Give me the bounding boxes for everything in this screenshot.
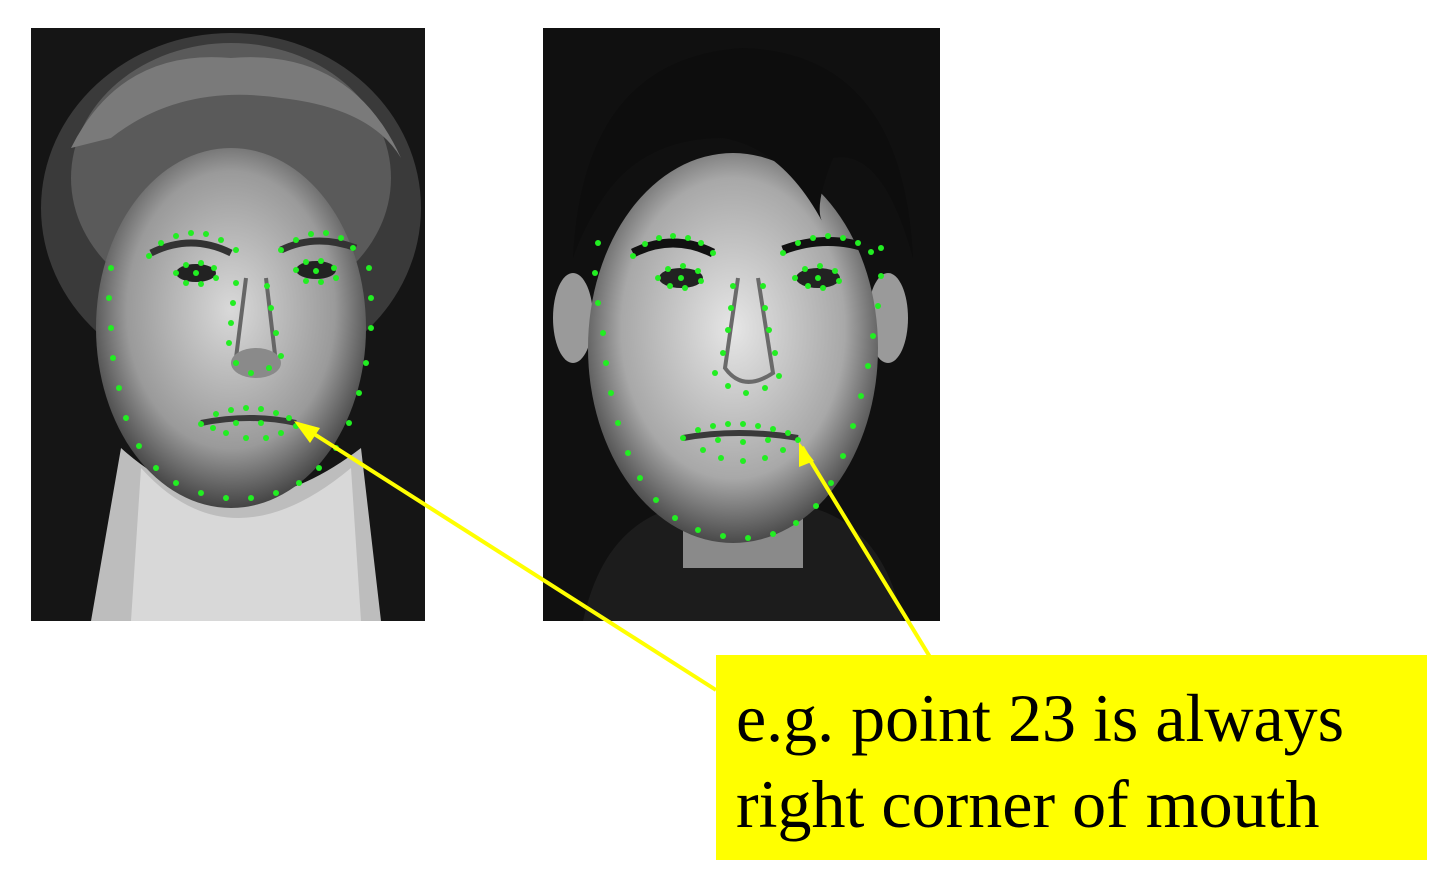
- callout-box: e.g. point 23 is always right corner of …: [716, 655, 1427, 860]
- man-face-photo: [543, 28, 940, 621]
- woman-face-photo: [31, 28, 425, 621]
- callout-line-1: e.g. point 23 is always: [736, 680, 1345, 756]
- callout-line-2: right corner of mouth: [736, 766, 1320, 842]
